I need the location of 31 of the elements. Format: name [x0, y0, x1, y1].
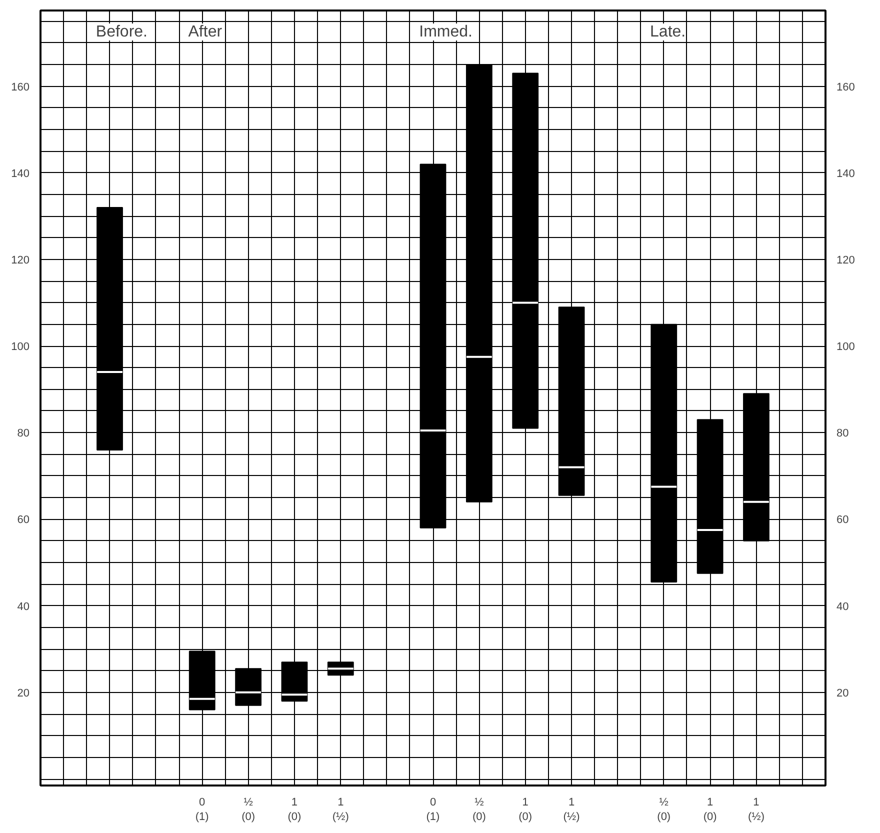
y-tick-label: 120	[11, 254, 30, 266]
x-tick-label: ½ (0)	[657, 796, 671, 823]
y-tick-label: 60	[17, 514, 30, 526]
x-tick-label: 1 (½)	[748, 796, 764, 823]
x-tick-label: ½ (0)	[242, 796, 256, 823]
x-tick-label: 1 (½)	[563, 796, 580, 823]
y-tick-label: 20	[17, 687, 30, 700]
y-tick-label: 100	[11, 341, 30, 354]
y2-tick-label: 60	[836, 514, 849, 526]
x-tick-label: ½ (0)	[472, 796, 486, 823]
y2-tick-label: 20	[836, 687, 849, 700]
x-tick-label: 0 (1)	[195, 796, 209, 823]
y2-tick-label: 120	[836, 254, 855, 266]
annotation: After	[188, 24, 223, 40]
y2-tick-label: 160	[836, 81, 855, 94]
y2-tick-label: 40	[836, 600, 849, 613]
y-tick-label: 140	[11, 168, 30, 180]
y2-tick-label: 100	[836, 341, 855, 354]
y-tick-label: 80	[17, 428, 30, 440]
annotation: Late.	[650, 24, 686, 40]
x-tick-label: 0 (1)	[426, 796, 440, 823]
annotation: Before.	[96, 24, 148, 40]
x-tick-label: 1 (0)	[703, 796, 717, 823]
y2-tick-label: 140	[836, 168, 855, 180]
y-tick-label: 160	[11, 81, 30, 94]
y-tick-label: 40	[17, 600, 30, 613]
annotation: Immed.	[419, 24, 472, 40]
y2-tick-label: 80	[836, 428, 849, 440]
x-tick-label: 1 (½)	[332, 796, 349, 823]
x-tick-label: 1 (0)	[518, 796, 532, 823]
x-tick-label: 1 (0)	[288, 796, 302, 823]
